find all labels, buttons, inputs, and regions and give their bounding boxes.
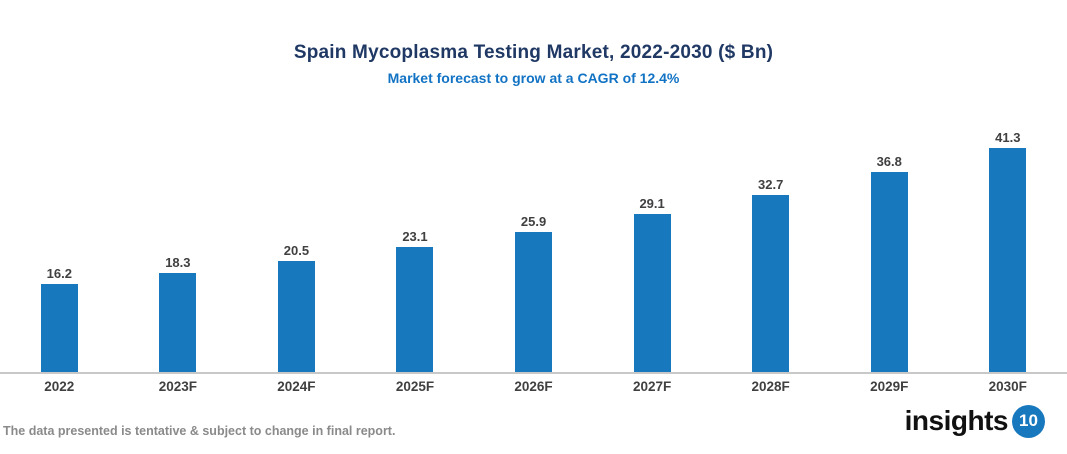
bar-value-label: 25.9 (520, 214, 547, 229)
category-label: 2027F (632, 379, 672, 394)
chart-title: Spain Mycoplasma Testing Market, 2022-20… (293, 42, 774, 63)
category-axis: 2022 2023F 2024F 2025F 2026F 2027F 2028F 2029F 2… (0, 379, 1067, 394)
category-label: 2022 (44, 379, 75, 394)
bar-column: 32.7 (711, 110, 830, 372)
category-label: 2024F (277, 379, 316, 394)
bar-value-label: 29.1 (639, 196, 665, 211)
bar-value-label: 32.7 (758, 177, 784, 192)
disclaimer-note: The data presented is tentative & subjec… (3, 424, 396, 438)
chart-subtitle: Market forecast to grow at a CAGR of 12.… (387, 70, 680, 86)
bar (40, 284, 78, 372)
bar (870, 172, 908, 372)
bar-value-label: 36.8 (876, 154, 902, 169)
bar-column: 20.5 (237, 110, 356, 372)
bar-column: 36.8 (830, 110, 949, 372)
bar-column: 18.3 (119, 110, 238, 372)
category-label: 2026F (514, 379, 553, 394)
bar (515, 232, 553, 372)
bar-value-label: 20.5 (283, 243, 310, 258)
category-label: 2029F (870, 379, 909, 394)
bar (159, 273, 197, 372)
bar-column: 25.9 (474, 110, 593, 372)
logo-wordmark: insights (904, 405, 1009, 436)
bar-column: 29.1 (593, 110, 712, 372)
plot-area: 16.2 18.3 20.5 23.1 25.9 29.1 32.7 36.8 41.3 (0, 110, 1067, 374)
category-label: 2025F (395, 379, 435, 394)
bar (633, 214, 671, 372)
bar (277, 261, 315, 372)
category-label: 2023F (158, 379, 197, 394)
bar-value-label: 16.2 (46, 266, 72, 281)
bar (396, 247, 434, 372)
bar (989, 148, 1027, 372)
category-label: 2030F (988, 379, 1027, 394)
category-label: 2028F (751, 379, 790, 394)
logo-badge-icon: 10 (1012, 404, 1045, 438)
bar-column: 23.1 (356, 110, 475, 372)
bar-value-label: 23.1 (402, 229, 428, 244)
bar-column: 16.2 (0, 110, 119, 372)
bar-value-label: 41.3 (995, 130, 1021, 145)
bar-value-label: 18.3 (165, 255, 191, 270)
bar (752, 195, 790, 372)
bar-column: 41.3 (949, 110, 1067, 372)
insights10-logo: insights 10 (905, 402, 1045, 440)
